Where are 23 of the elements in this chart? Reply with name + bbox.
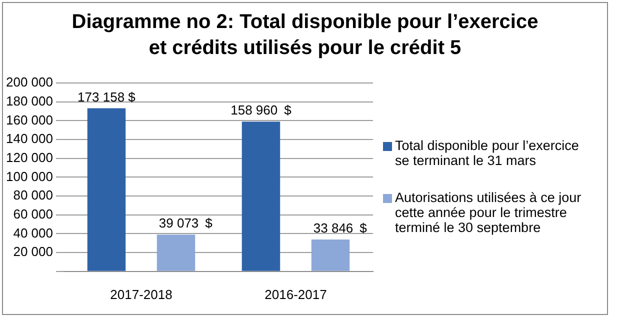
- text: 60 000: [13, 206, 53, 222]
- text: 80 000: [13, 188, 53, 203]
- data-label: 173 158 $: [78, 89, 136, 104]
- chart-title: Diagramme no 2: Total disponible pour l’exercice et crédits utilisés pour le crédit 5: [70, 10, 540, 61]
- text: 180 000: [6, 93, 53, 108]
- text: 40 000: [13, 225, 53, 240]
- text: 20 000: [13, 244, 53, 260]
- text: 120 000: [6, 150, 53, 165]
- legend-label: Total disponible pour l’exercice se terminant le 31 mars: [395, 138, 580, 168]
- text: 160 000: [6, 112, 53, 128]
- bar: [156, 234, 196, 271]
- bar: [311, 240, 350, 271]
- bar: [87, 108, 126, 271]
- data-label: 33 846 $: [313, 220, 368, 236]
- data-label: 158 960 $: [230, 102, 292, 118]
- legend-label: Autorisations utilisées à ce jour cette année pour le trimestre terminé le 30 septembre: [395, 190, 582, 234]
- text: 140 000: [6, 131, 53, 146]
- text: 100 000: [6, 168, 53, 184]
- text: 200 000: [6, 74, 53, 90]
- data-label: 39 073 $: [158, 216, 214, 231]
- x-tick-label: 2017-2018: [110, 286, 172, 302]
- bar: [242, 122, 280, 271]
- x-tick-label: 2016-2017: [264, 286, 327, 302]
